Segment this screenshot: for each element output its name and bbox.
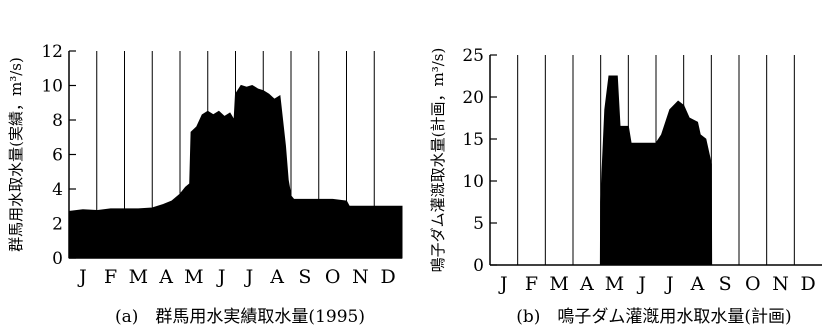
panel-b-x-tick-label: J bbox=[664, 273, 674, 295]
panel-a-x-tick-label: J bbox=[244, 266, 254, 288]
panel-a-y-tick-label: 6 bbox=[52, 146, 63, 166]
panel-a-x-tick-label: M bbox=[184, 266, 203, 288]
panel-a-y-tick-label: 2 bbox=[52, 215, 63, 235]
panel-b-y-axis-label: 鳴子ダム灌漑取水量(計画，m³/s) bbox=[429, 48, 447, 273]
panel-a-area-series bbox=[68, 84, 403, 259]
panel-a-y-tick-label: 10 bbox=[41, 77, 63, 97]
panel-a-x-tick-label: O bbox=[325, 266, 341, 288]
panel-b-area-series bbox=[490, 75, 822, 266]
panel-b-x-tick-label: J bbox=[498, 273, 508, 295]
panel-b-y-tick-label: 0 bbox=[473, 256, 484, 276]
panel-b-x-tick-label: M bbox=[549, 273, 568, 295]
panel-a-x-tick-label: A bbox=[269, 266, 284, 288]
panel-a-y-tick-label: 0 bbox=[52, 249, 63, 269]
panel-a-y-tick-label: 4 bbox=[52, 180, 63, 200]
panel-b-caption: (b) 鳴子ダム灌漑用水取水量(計画) bbox=[516, 307, 791, 327]
panel-a-x-tick-label: N bbox=[352, 266, 369, 288]
panel-b-x-tick-label: M bbox=[605, 273, 624, 295]
panel-b-x-tick-label: D bbox=[801, 273, 816, 295]
panel-b-y-tick-label: 5 bbox=[473, 214, 484, 234]
panel-b-x-tick-label: O bbox=[745, 273, 761, 295]
panel-a-x-tick-label: D bbox=[381, 266, 396, 288]
panel-b-x-tick-label: A bbox=[690, 273, 705, 295]
panel-b-y-tick-label: 25 bbox=[462, 46, 484, 66]
panel-a-y-tick-label: 12 bbox=[41, 42, 63, 62]
panel-b-x-tick-label: A bbox=[579, 273, 594, 295]
panel-b-y-tick-label: 15 bbox=[462, 130, 484, 150]
panel-b-y-tick-label: 20 bbox=[462, 88, 484, 108]
panel-a-caption: (a) 群馬用水実績取水量(1995) bbox=[115, 307, 365, 327]
panel-b-x-tick-label: F bbox=[525, 273, 538, 295]
panel-b-x-tick-label: S bbox=[719, 273, 732, 295]
panel-b-y-tick-label: 10 bbox=[462, 172, 484, 192]
panel-a-y-tick-label: 8 bbox=[52, 111, 63, 131]
panel-a-x-tick-label: J bbox=[216, 266, 226, 288]
panel-a-x-tick-label: J bbox=[77, 266, 87, 288]
panel-a-y-axis-label: 群馬用水取水量(実績，m³/s) bbox=[7, 57, 25, 252]
panel-a-x-tick-label: A bbox=[158, 266, 173, 288]
panel-a-x-tick-label: S bbox=[298, 266, 311, 288]
panel-b-x-tick-label: N bbox=[772, 273, 789, 295]
panel-a-x-tick-label: M bbox=[129, 266, 148, 288]
panel-b-x-tick-label: J bbox=[636, 273, 646, 295]
panel-a-x-tick-label: F bbox=[104, 266, 117, 288]
